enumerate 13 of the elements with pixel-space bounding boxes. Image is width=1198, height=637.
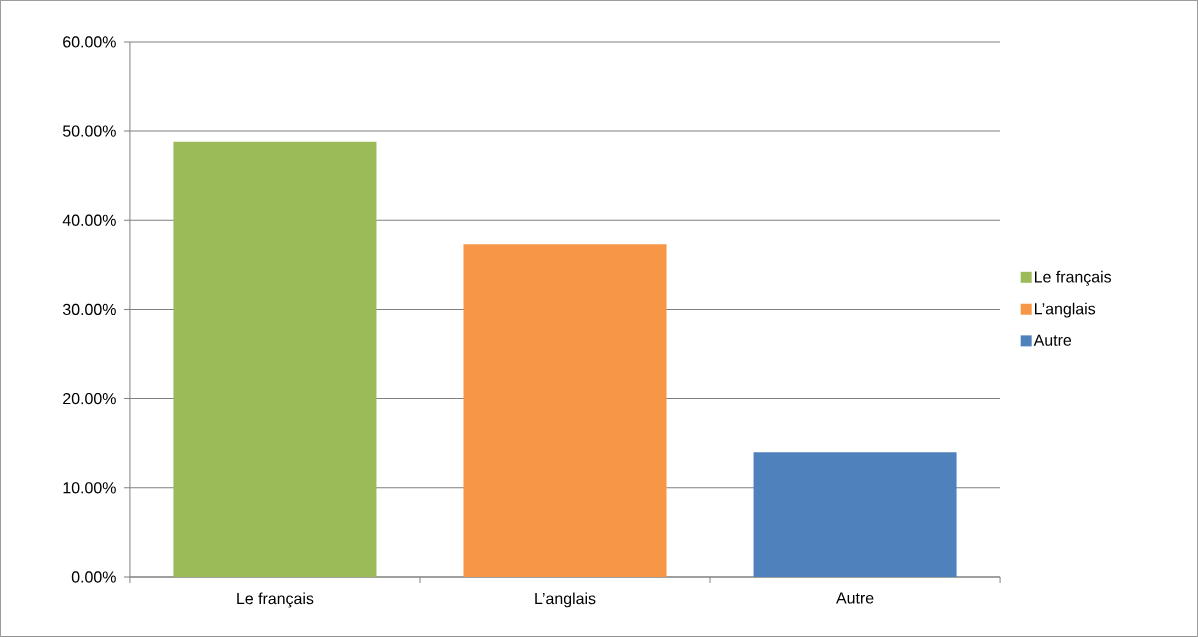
- y-tick-label: 20.00%: [63, 393, 116, 405]
- y-tick-label: 50.00%: [62, 125, 116, 137]
- x-tick-label: L’anglais: [535, 592, 596, 608]
- y-tick-label: 40.00%: [62, 214, 116, 226]
- y-tick-label: 60.00%: [63, 36, 116, 48]
- legend-label: Autre: [1033, 334, 1072, 346]
- x-tick-label: Le français: [237, 592, 314, 608]
- legend-label: L’anglais: [1034, 302, 1096, 318]
- legend-label: Le français: [1034, 270, 1112, 286]
- y-tick-label: 10.00%: [63, 482, 116, 494]
- x-tick-label: Autre: [836, 592, 874, 604]
- y-tick-label: 30.00%: [62, 303, 116, 316]
- y-tick-label: 0.00%: [71, 571, 116, 583]
